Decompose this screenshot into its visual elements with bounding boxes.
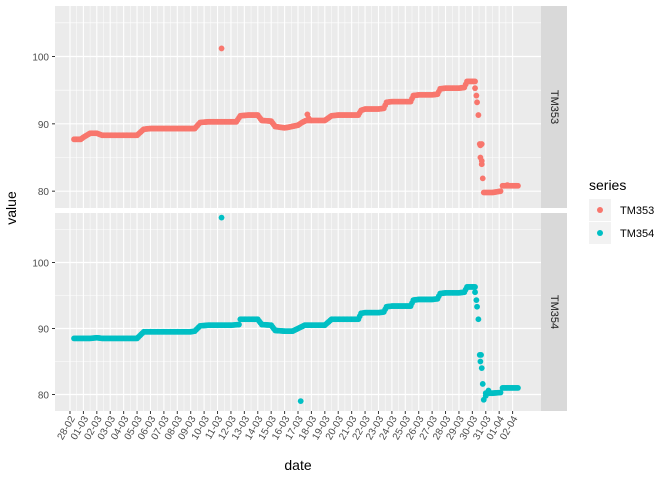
legend-marker-tm354 bbox=[597, 230, 603, 236]
data-point bbox=[504, 182, 511, 189]
data-point bbox=[479, 175, 486, 182]
data-point bbox=[485, 387, 492, 394]
strip-label-tm353: TM353 bbox=[548, 90, 560, 124]
y-tick-label: 90 bbox=[38, 325, 50, 336]
x-axis-title: date bbox=[284, 457, 311, 473]
data-point bbox=[515, 385, 521, 391]
panel-tm353-grid bbox=[55, 6, 541, 208]
data-point bbox=[478, 365, 485, 371]
data-point bbox=[477, 358, 484, 365]
data-point bbox=[472, 284, 478, 290]
data-point bbox=[482, 392, 489, 399]
data-point bbox=[475, 112, 482, 118]
legend-label-tm353: TM353 bbox=[620, 205, 654, 217]
y-axis-tm354: 80 90 100 bbox=[32, 259, 55, 402]
y-axis-tm353: 80 90 100 bbox=[32, 53, 55, 198]
data-point bbox=[472, 78, 478, 85]
y-tick-label: 80 bbox=[38, 391, 50, 402]
data-point bbox=[472, 289, 478, 296]
data-point bbox=[475, 316, 482, 323]
y-tick-label: 90 bbox=[38, 120, 50, 131]
y-tick-label: 100 bbox=[32, 53, 49, 64]
data-point bbox=[478, 352, 484, 358]
data-point bbox=[497, 389, 504, 396]
data-point bbox=[478, 141, 485, 147]
x-axis: 28-0201-0302-0303-0304-0305-0306-0307-03… bbox=[56, 411, 521, 442]
data-point bbox=[515, 182, 521, 189]
legend-marker-tm353 bbox=[597, 207, 603, 213]
panel-tm353-points bbox=[71, 45, 521, 196]
y-tick-label: 100 bbox=[32, 259, 49, 270]
data-point bbox=[218, 214, 225, 221]
data-point bbox=[473, 297, 480, 304]
panel-tm354-grid bbox=[55, 213, 541, 411]
strip-background-tm353 bbox=[541, 6, 567, 208]
data-point bbox=[474, 99, 480, 106]
strip-background-tm354 bbox=[541, 213, 567, 411]
legend-label-tm354: TM354 bbox=[620, 228, 654, 240]
y-axis-title: value bbox=[3, 191, 19, 225]
data-point bbox=[479, 381, 486, 387]
data-point bbox=[236, 321, 242, 328]
data-point bbox=[474, 303, 480, 310]
data-point bbox=[473, 92, 480, 99]
data-point bbox=[472, 85, 478, 92]
data-point bbox=[478, 157, 485, 164]
data-point bbox=[218, 45, 225, 52]
panel-tm354-points bbox=[71, 214, 521, 404]
y-tick-label: 80 bbox=[38, 187, 50, 198]
data-point bbox=[297, 398, 304, 404]
data-point bbox=[497, 188, 504, 195]
data-point bbox=[305, 115, 312, 122]
legend: series TM353 TM354 bbox=[589, 177, 654, 244]
legend-title: series bbox=[589, 177, 626, 193]
strip-label-tm354: TM354 bbox=[548, 295, 560, 329]
